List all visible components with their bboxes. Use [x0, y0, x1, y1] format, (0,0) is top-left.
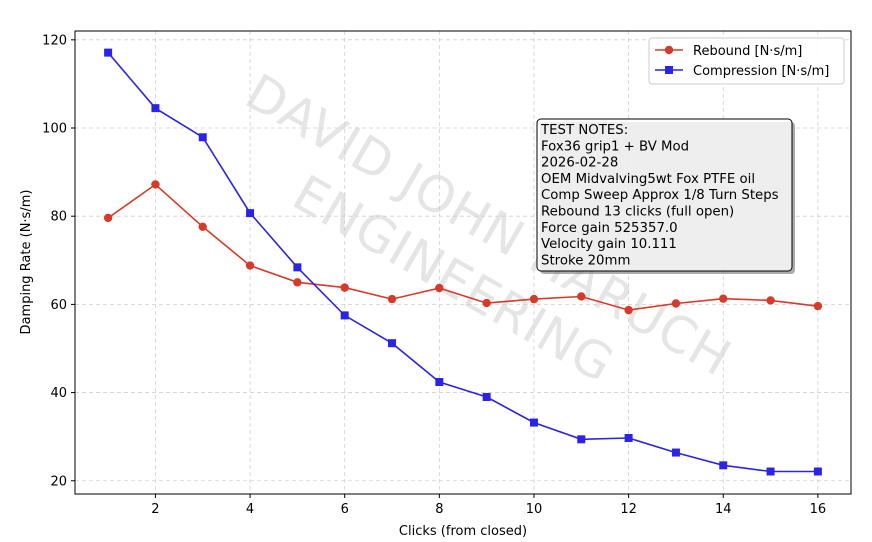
rebound-point: [719, 294, 728, 303]
compression-point: [482, 392, 491, 401]
compression-point: [104, 48, 113, 57]
axis-ticks: 2 4 6 8 10 12 14 16 20 40 60 80 100 120: [42, 33, 826, 517]
rebound-series-line: [107, 183, 818, 311]
x-tick-label: 8: [435, 502, 443, 517]
compression-point: [340, 311, 349, 320]
y-axis-title: Damping Rate (N·s/m): [19, 190, 34, 335]
compression-point: [246, 209, 255, 218]
test-notes-box: TEST NOTES: Fox36 grip1 + BV Mod 2026-02…: [536, 118, 795, 274]
x-tick-label: 2: [151, 502, 159, 517]
y-tick-label: 20: [50, 474, 67, 489]
x-tick-label: 10: [526, 502, 543, 517]
compression-point: [388, 339, 397, 348]
series-layer: [103, 48, 823, 476]
compression-point: [529, 418, 538, 427]
rebound-point: [624, 305, 633, 315]
rebound-point: [577, 292, 586, 301]
compression-series-line: [107, 52, 818, 473]
rebound-point: [813, 301, 823, 311]
y-tick-label: 60: [50, 298, 67, 313]
rebound-point: [435, 283, 444, 293]
rebound-point: [198, 222, 207, 231]
compression-point: [293, 263, 302, 272]
compression-point: [435, 377, 444, 386]
test-notes-line: Comp Sweep Approx 1/8 Turn Steps: [541, 188, 779, 203]
y-tick-label: 40: [50, 386, 67, 401]
compression-point: [766, 467, 775, 476]
x-axis-title: Clicks (from closed): [399, 524, 527, 539]
x-tick-label: 6: [341, 502, 349, 517]
legend-compression-marker: [665, 66, 673, 74]
test-notes-line: Fox36 grip1 + BV Mod: [541, 139, 689, 154]
plot-area-frame: [74, 30, 852, 495]
rebound-point: [766, 296, 775, 305]
y-tick-label: 80: [50, 210, 67, 225]
test-notes-line: Rebound 13 clicks (full open): [541, 205, 734, 220]
rebound-point: [482, 298, 491, 308]
rebound-point: [151, 180, 160, 189]
test-notes-line: Stroke 20mm: [541, 253, 630, 268]
x-tick-label: 4: [246, 502, 254, 517]
compression-point: [671, 448, 680, 457]
rebound-point: [293, 278, 302, 287]
test-notes-line: OEM Midvalving5wt Fox PTFE oil: [541, 172, 755, 187]
legend-rebound-label: Rebound [N·s/m]: [693, 44, 802, 59]
test-notes-line: 2026-02-28: [541, 156, 618, 171]
rebound-point: [103, 213, 113, 223]
rebound-point: [529, 294, 539, 304]
rebound-point: [387, 294, 397, 304]
test-notes-frame: [536, 118, 793, 272]
x-tick-label: 12: [620, 502, 637, 517]
compression-point: [624, 433, 633, 442]
y-tick-label: 120: [42, 33, 67, 48]
y-tick-label: 100: [42, 122, 67, 137]
rebound-point: [245, 261, 255, 270]
rebound-point: [340, 283, 349, 292]
test-notes-line: Velocity gain 10.111: [541, 237, 677, 252]
rebound-point: [671, 299, 681, 308]
compression-point: [151, 104, 160, 113]
legend-frame: [648, 37, 845, 85]
test-notes-line: TEST NOTES:: [540, 123, 628, 138]
compression-point: [198, 133, 207, 142]
compression-point: [577, 435, 586, 444]
legend-rebound-marker: [664, 45, 674, 55]
compression-point: [719, 461, 728, 470]
x-tick-label: 14: [715, 502, 732, 517]
test-notes-line: Force gain 525357.0: [541, 221, 678, 236]
legend-compression-label: Compression [N·s/m]: [693, 64, 829, 79]
legend: Rebound [N·s/m] Compression [N·s/m]: [648, 37, 845, 85]
x-tick-label: 16: [810, 502, 827, 517]
compression-point: [813, 467, 822, 476]
